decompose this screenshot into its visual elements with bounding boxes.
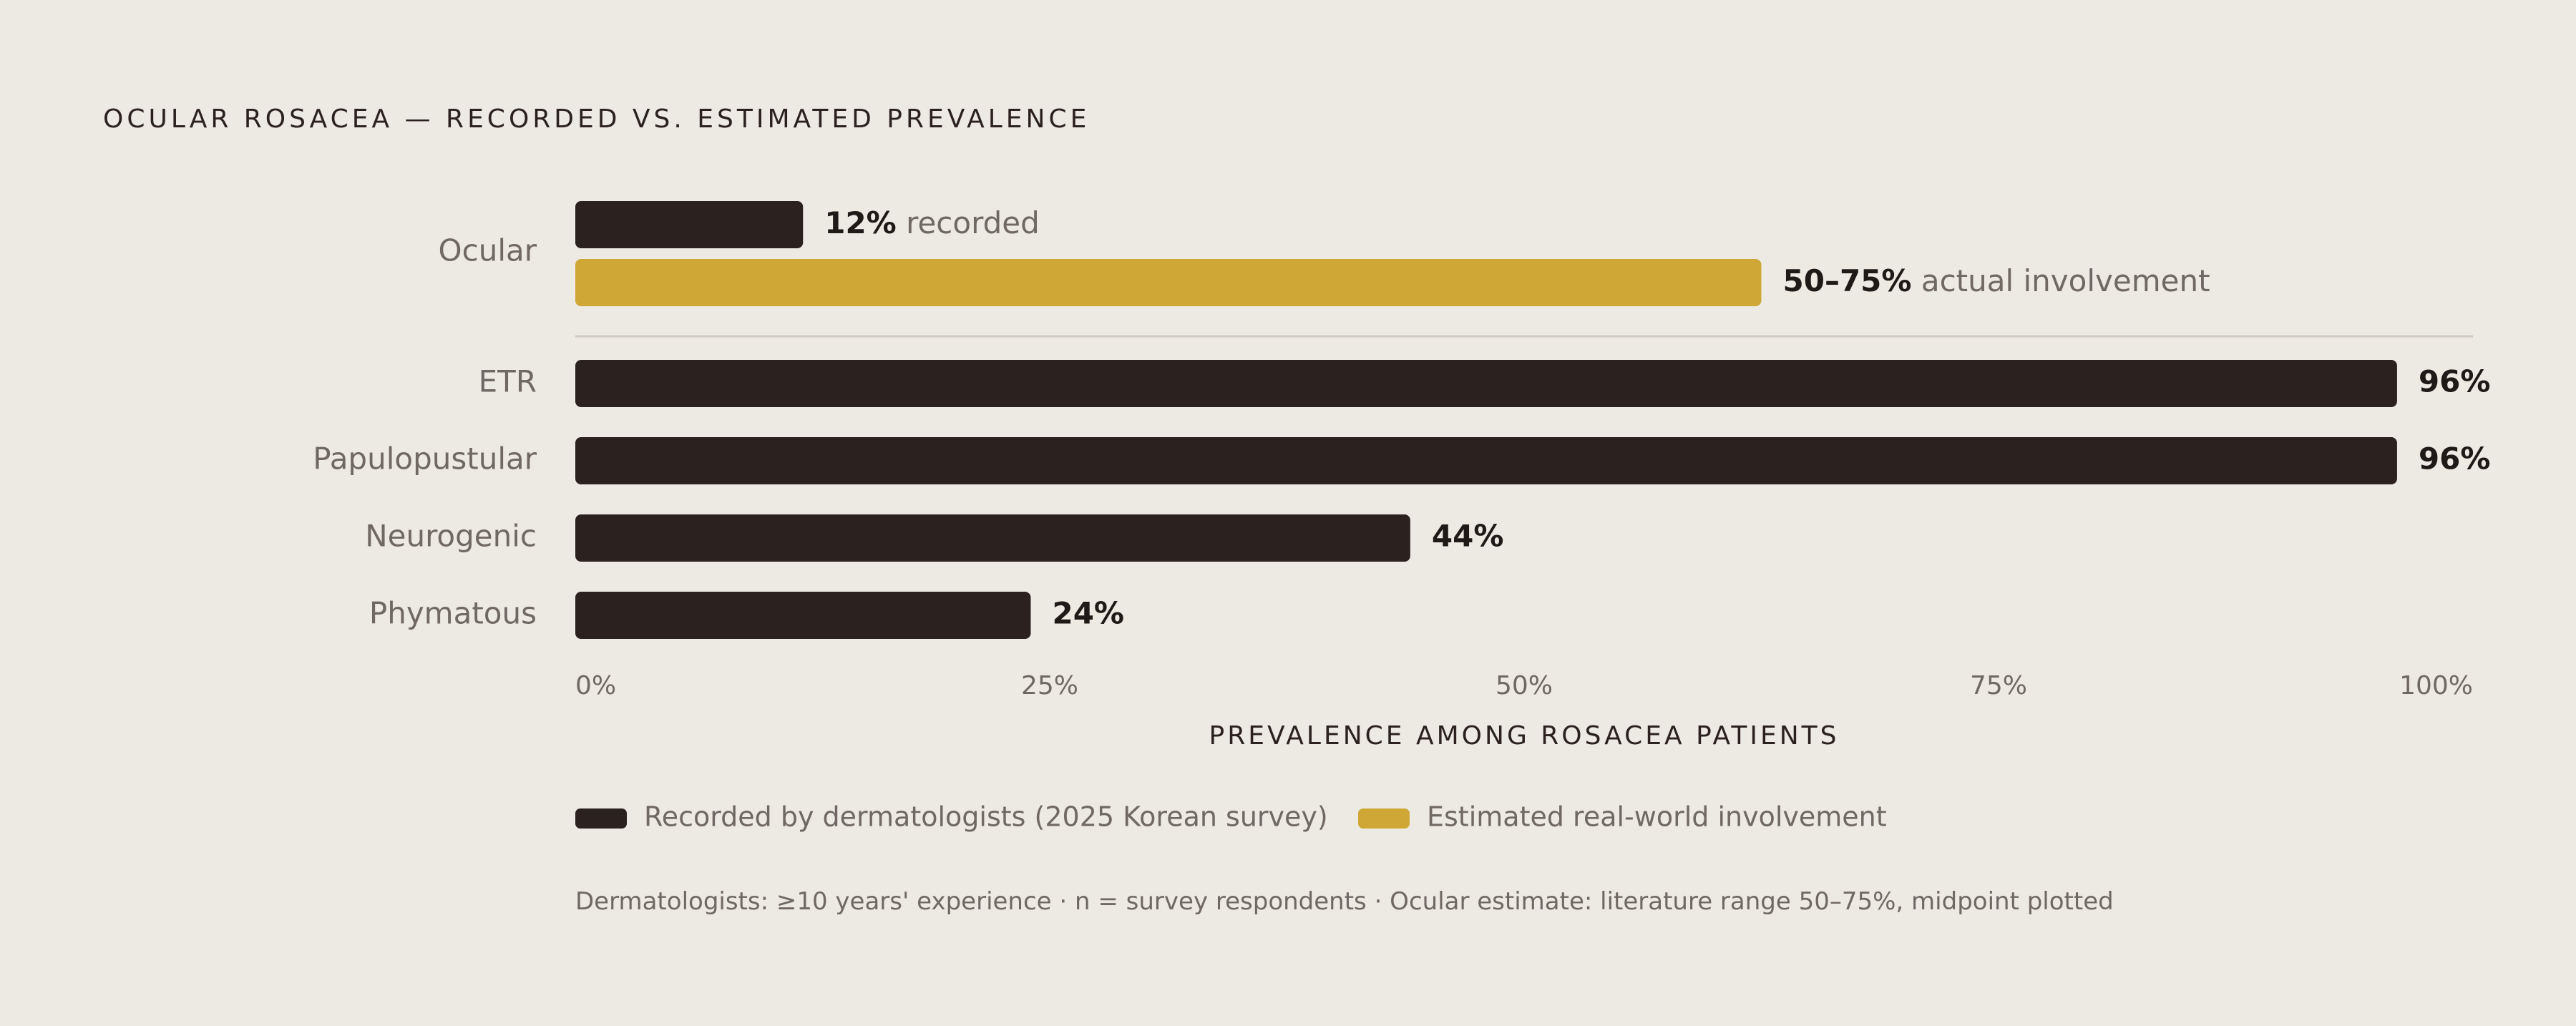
- category-label-etr: ETR: [479, 364, 537, 399]
- chart-title: OCULAR ROSACEA — RECORDED VS. ESTIMATED …: [103, 104, 1091, 134]
- x-tick-label: 75%: [1970, 671, 2027, 700]
- value-label-neurogenic: 44%: [1432, 519, 1504, 554]
- legend-label: Recorded by dermatologists (2025 Korean …: [644, 801, 1328, 833]
- value-label-etr: 96%: [2419, 364, 2491, 399]
- bar-papulopustular: [575, 437, 2397, 484]
- category-label-ocular: Ocular: [439, 233, 537, 268]
- category-label-papulopustular: Papulopustular: [313, 441, 537, 477]
- bar-neurogenic: [575, 514, 1410, 562]
- value-label-ocular-recorded: 12% recorded: [824, 205, 1040, 240]
- x-tick-label: 0%: [575, 671, 616, 700]
- category-label-phymatous: Phymatous: [369, 596, 537, 631]
- x-axis-label: PREVALENCE AMONG ROSACEA PATIENTS: [1209, 721, 1840, 751]
- legend-swatch: [1358, 808, 1410, 829]
- bar-ocular-recorded: [575, 201, 804, 248]
- x-tick-label: 25%: [1021, 671, 1078, 700]
- x-tick-label: 50%: [1496, 671, 1553, 700]
- value-label-papulopustular: 96%: [2419, 441, 2491, 477]
- chart-footnote: Dermatologists: ≥10 years' experience · …: [575, 887, 2114, 916]
- bar-etr: [575, 360, 2397, 407]
- category-label-neurogenic: Neurogenic: [365, 519, 537, 554]
- value-label-ocular-estimated: 50–75% actual involvement: [1783, 263, 2210, 298]
- legend-swatch: [575, 808, 627, 829]
- value-label-phymatous: 24%: [1052, 596, 1124, 631]
- bar-ocular-estimated: [575, 259, 1762, 306]
- x-tick-label: 100%: [2399, 671, 2473, 700]
- legend-label: Estimated real-world involvement: [1427, 801, 1887, 833]
- bar-phymatous: [575, 592, 1031, 639]
